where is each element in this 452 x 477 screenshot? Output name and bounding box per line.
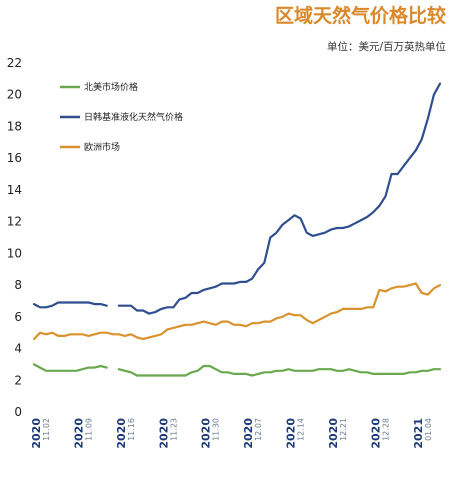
- x-tick-date: 11.30: [212, 418, 221, 441]
- x-tick-date: 12.07: [254, 418, 263, 441]
- y-tick-label: 6: [14, 310, 22, 324]
- x-tick-label: 2020 11.09: [72, 418, 93, 449]
- x-tick-date: 01.04: [424, 418, 433, 441]
- y-tick-label: 16: [7, 151, 22, 165]
- x-tick-label: 2020 11.16: [115, 418, 136, 449]
- y-tick-label: 20: [7, 88, 22, 102]
- x-tick-date: 11.09: [84, 418, 93, 441]
- x-tick-label: 2020 11.23: [157, 418, 178, 449]
- x-tick-date: 11.23: [169, 418, 178, 441]
- x-axis: 2020 11.02 2020 11.09 2020 11.16 2020 11.23 2020…: [30, 418, 433, 449]
- y-tick-label: 18: [7, 119, 22, 133]
- x-tick-date: 11.16: [127, 418, 136, 441]
- chart-subtitle: 单位：美元/百万英热单位: [327, 40, 447, 53]
- x-tick-year: 2020: [242, 418, 255, 449]
- legend-label: 欧洲市场: [84, 141, 120, 153]
- x-tick-label: 2020 11.30: [200, 418, 221, 449]
- y-tick-label: 8: [14, 278, 22, 292]
- y-tick-label: 0: [14, 405, 22, 419]
- y-tick-label: 4: [14, 342, 22, 356]
- series-line-2: [32, 82, 442, 315]
- x-tick-label: 2020 11.02: [30, 418, 51, 449]
- x-tick-year: 2020: [115, 418, 128, 449]
- x-tick-label: 2020 12.21: [327, 418, 348, 449]
- x-tick-year: 2020: [157, 418, 170, 449]
- y-axis: 0 2 4 6 8 10 12 14 16 18 20 22: [7, 56, 22, 419]
- x-tick-label: 2020 12.07: [242, 418, 263, 449]
- x-tick-year: 2021: [412, 418, 425, 449]
- y-tick-label: 14: [7, 183, 22, 197]
- x-tick-year: 2020: [30, 418, 43, 449]
- chart-title: 区域天然气价格比较: [275, 4, 446, 27]
- x-tick-year: 2020: [72, 418, 85, 449]
- x-tick-date: 12.28: [381, 418, 390, 441]
- y-tick-label: 10: [7, 246, 22, 260]
- x-tick-label: 2020 12.14: [285, 418, 306, 449]
- x-tick-date: 12.21: [339, 418, 348, 441]
- x-tick-label: 2021 01.04: [412, 418, 433, 449]
- series-line-3: [32, 282, 442, 341]
- x-tick-year: 2020: [285, 418, 298, 449]
- x-tick-date: 11.02: [42, 418, 51, 441]
- y-tick-label: 22: [7, 56, 22, 70]
- x-tick-year: 2020: [327, 418, 340, 449]
- x-tick-label: 2020 12.28: [369, 418, 390, 449]
- x-tick-date: 12.14: [297, 418, 306, 441]
- x-tick-year: 2020: [200, 418, 213, 449]
- legend-label: 日韩基准液化天然气价格: [84, 111, 183, 123]
- series-line-1: [32, 363, 442, 377]
- legend-label: 北美市场价格: [84, 81, 138, 93]
- y-tick-label: 12: [7, 215, 22, 229]
- plot-area: [32, 82, 442, 377]
- y-tick-label: 2: [14, 373, 22, 387]
- x-tick-year: 2020: [369, 418, 382, 449]
